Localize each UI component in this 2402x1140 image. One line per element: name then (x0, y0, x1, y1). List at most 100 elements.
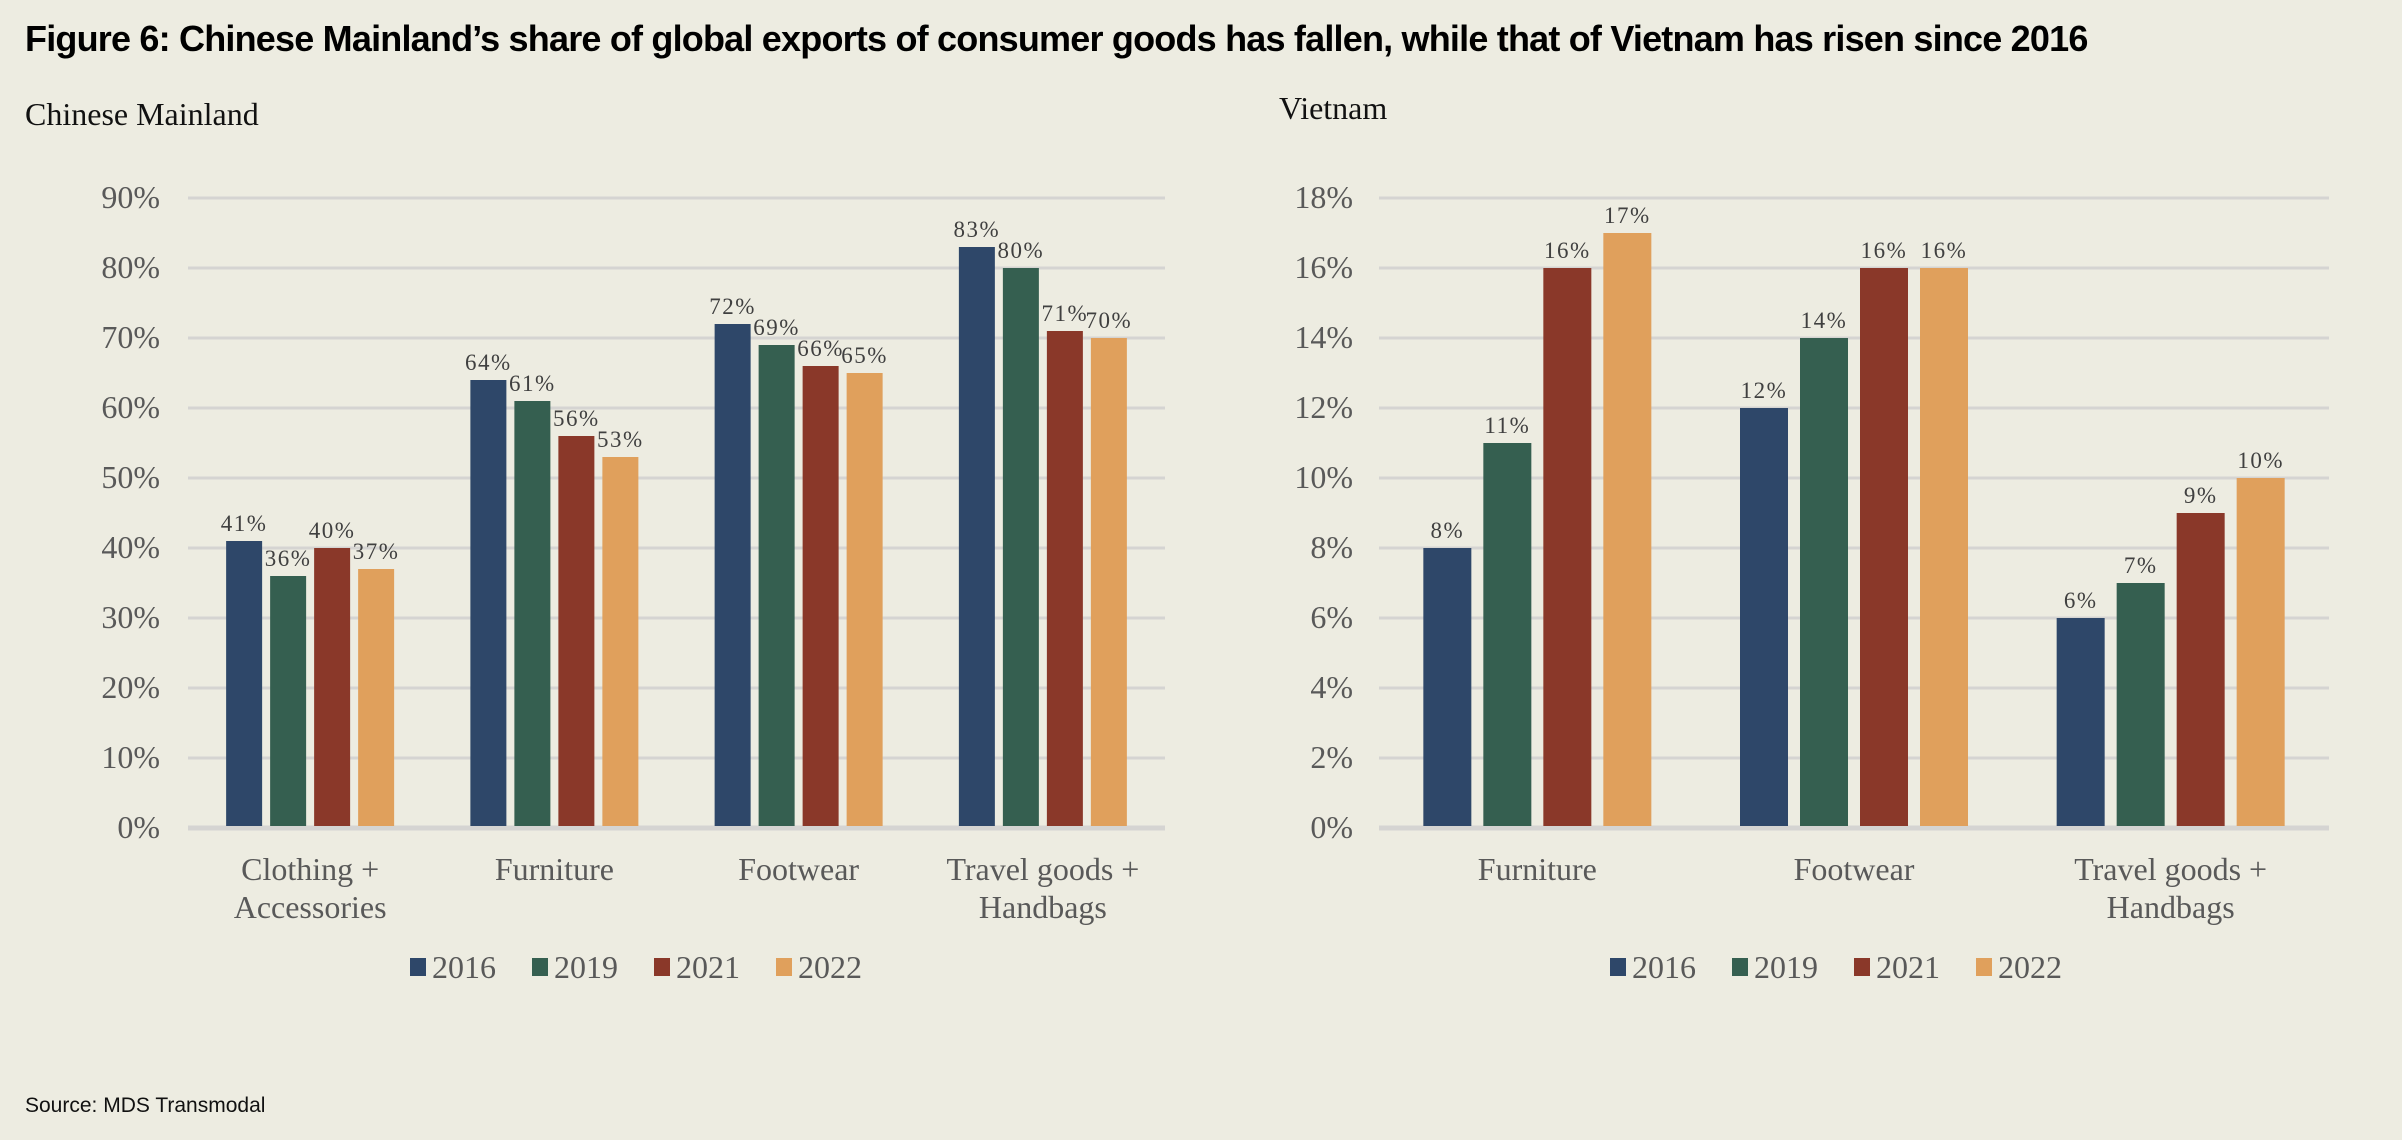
bar-2022 (602, 457, 639, 826)
y-tick-label: 50% (101, 459, 160, 495)
data-label: 37% (353, 539, 400, 564)
y-tick-label: 12% (1294, 389, 1353, 425)
figure-title: Figure 6: Chinese Mainland’s share of gl… (25, 18, 2088, 59)
data-label: 66% (797, 336, 844, 361)
data-label: 61% (509, 371, 556, 396)
data-label: 17% (1604, 203, 1651, 228)
bar-2021 (314, 548, 351, 826)
x-category-label: Accessories (234, 889, 387, 925)
x-category-label: Footwear (738, 851, 859, 887)
bar-2022 (1090, 338, 1127, 826)
data-label: 10% (2237, 448, 2284, 473)
bar-2019 (1002, 268, 1039, 826)
source-note: Source: MDS Transmodal (25, 1094, 266, 1117)
legend: 2016 2019 2021 2022 (1610, 949, 2062, 985)
y-tick-label: 16% (1294, 249, 1353, 285)
x-category-label: Travel goods + (2074, 851, 2267, 887)
legend-label-2022: 2022 (798, 949, 862, 985)
y-tick-label: 10% (1294, 459, 1353, 495)
y-tick-label: 6% (1310, 599, 1353, 635)
x-category-label: Handbags (979, 889, 1107, 925)
data-label: 16% (1544, 238, 1591, 263)
bar-2016 (958, 247, 995, 826)
bar-2021 (1543, 268, 1592, 826)
y-tick-label: 14% (1294, 319, 1353, 355)
legend-label-2022: 2022 (1998, 949, 2062, 985)
bar-2016 (470, 380, 507, 826)
data-label: 11% (1484, 413, 1530, 438)
bar-2022 (1920, 268, 1968, 826)
data-label: 16% (1861, 238, 1908, 263)
bar-2016 (1423, 548, 1472, 826)
bar-2019 (758, 345, 795, 826)
x-category-label: Furniture (1478, 851, 1597, 887)
bar-2022 (846, 373, 883, 826)
data-label: 56% (553, 406, 600, 431)
data-label: 83% (954, 217, 1001, 242)
y-tick-label: 20% (101, 669, 160, 705)
data-label: 41% (221, 511, 268, 536)
data-label: 36% (265, 546, 312, 571)
legend-label-2021: 2021 (1876, 949, 1940, 985)
data-label: 6% (2064, 588, 2098, 613)
data-label: 16% (1921, 238, 1968, 263)
legend-label-2019: 2019 (554, 949, 618, 985)
data-label: 71% (1042, 301, 1089, 326)
bar-2019 (514, 401, 551, 826)
data-label: 14% (1801, 308, 1848, 333)
bar-2021 (558, 436, 595, 826)
legend-swatch-2016 (1610, 958, 1626, 976)
chart-title-vietnam: Vietnam (1279, 90, 1388, 126)
bar-2021 (802, 366, 839, 826)
legend-label-2016: 2016 (1632, 949, 1696, 985)
bar-chart-chinese-mainland: 0%10%20%30%40%50%60%70%80%90%41%36%40%37… (101, 179, 1165, 985)
bar-2022 (358, 569, 395, 826)
legend-label-2016: 2016 (432, 949, 496, 985)
y-tick-label: 2% (1310, 739, 1353, 775)
data-label: 9% (2184, 483, 2218, 508)
y-tick-label: 8% (1310, 529, 1353, 565)
legend-swatch-2022 (776, 958, 792, 976)
x-category-label: Handbags (2107, 889, 2235, 925)
bar-2021 (1046, 331, 1083, 826)
legend-swatch-2021 (1854, 958, 1870, 976)
bar-2016 (1740, 408, 1788, 826)
legend-swatch-2022 (1976, 958, 1992, 976)
y-tick-label: 40% (101, 529, 160, 565)
data-label: 7% (2124, 553, 2158, 578)
bar-2022 (2236, 478, 2285, 826)
y-tick-label: 60% (101, 389, 160, 425)
bar-2021 (1860, 268, 1908, 826)
data-label: 64% (465, 350, 512, 375)
y-tick-label: 30% (101, 599, 160, 635)
bar-2019 (270, 576, 307, 826)
data-label: 53% (597, 427, 644, 452)
data-label: 69% (753, 315, 800, 340)
y-tick-label: 80% (101, 249, 160, 285)
bar-2016 (226, 541, 263, 826)
y-tick-label: 0% (1310, 809, 1353, 845)
y-tick-label: 0% (117, 809, 160, 845)
bar-chart-vietnam: 0% 2% 4% 6% 8% 10% 12% 14% 16% 18% 8% 11% 16% 17% Furn… (1294, 179, 2329, 985)
legend-swatch-2016 (410, 958, 426, 976)
legend: 2016 2019 2021 2022 (410, 949, 862, 985)
bar-2019 (2116, 583, 2165, 826)
legend-label-2021: 2021 (676, 949, 740, 985)
x-category-label: Clothing + (241, 851, 379, 887)
x-category-label: Furniture (495, 851, 614, 887)
y-tick-label: 10% (101, 739, 160, 775)
data-label: 70% (1086, 308, 1133, 333)
bar-2021 (2176, 513, 2225, 826)
bar-2019 (1483, 443, 1532, 826)
y-tick-label: 70% (101, 319, 160, 355)
legend-swatch-2019 (1732, 958, 1748, 976)
y-tick-label: 4% (1310, 669, 1353, 705)
data-label: 12% (1741, 378, 1788, 403)
chart-title-chinese-mainland: Chinese Mainland (25, 96, 259, 132)
data-label: 80% (998, 238, 1045, 263)
legend-label-2019: 2019 (1754, 949, 1818, 985)
y-tick-label: 90% (101, 179, 160, 215)
data-label: 72% (709, 294, 756, 319)
data-label: 40% (309, 518, 356, 543)
legend-swatch-2019 (532, 958, 548, 976)
